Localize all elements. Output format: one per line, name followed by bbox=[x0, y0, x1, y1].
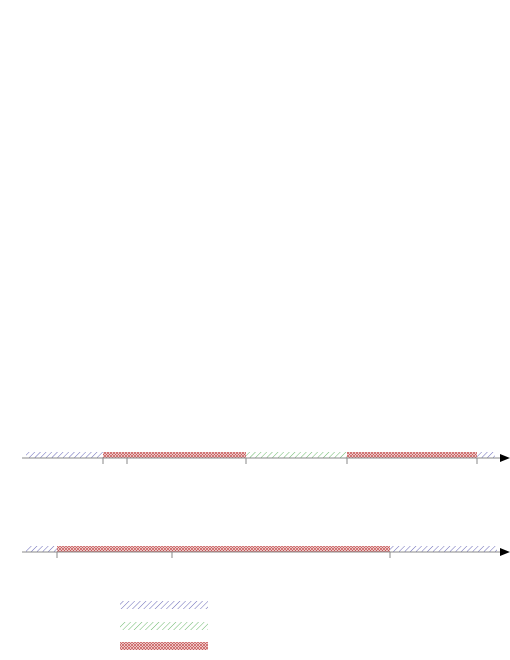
segment bbox=[347, 452, 477, 458]
arrow-head bbox=[500, 454, 510, 462]
segment bbox=[26, 546, 57, 552]
legend-swatch bbox=[120, 601, 208, 609]
legend-swatch bbox=[120, 622, 208, 630]
segment bbox=[26, 452, 103, 458]
legend bbox=[120, 601, 208, 650]
ticks bbox=[56, 552, 391, 558]
timeline bbox=[22, 452, 510, 464]
segment bbox=[57, 546, 390, 552]
ticks bbox=[102, 458, 478, 464]
segment bbox=[103, 452, 246, 458]
legend-swatch bbox=[120, 642, 208, 650]
segment bbox=[477, 452, 495, 458]
segment bbox=[390, 546, 497, 552]
timeline bbox=[22, 546, 510, 558]
segment bbox=[246, 452, 347, 458]
arrow-head bbox=[500, 548, 510, 556]
